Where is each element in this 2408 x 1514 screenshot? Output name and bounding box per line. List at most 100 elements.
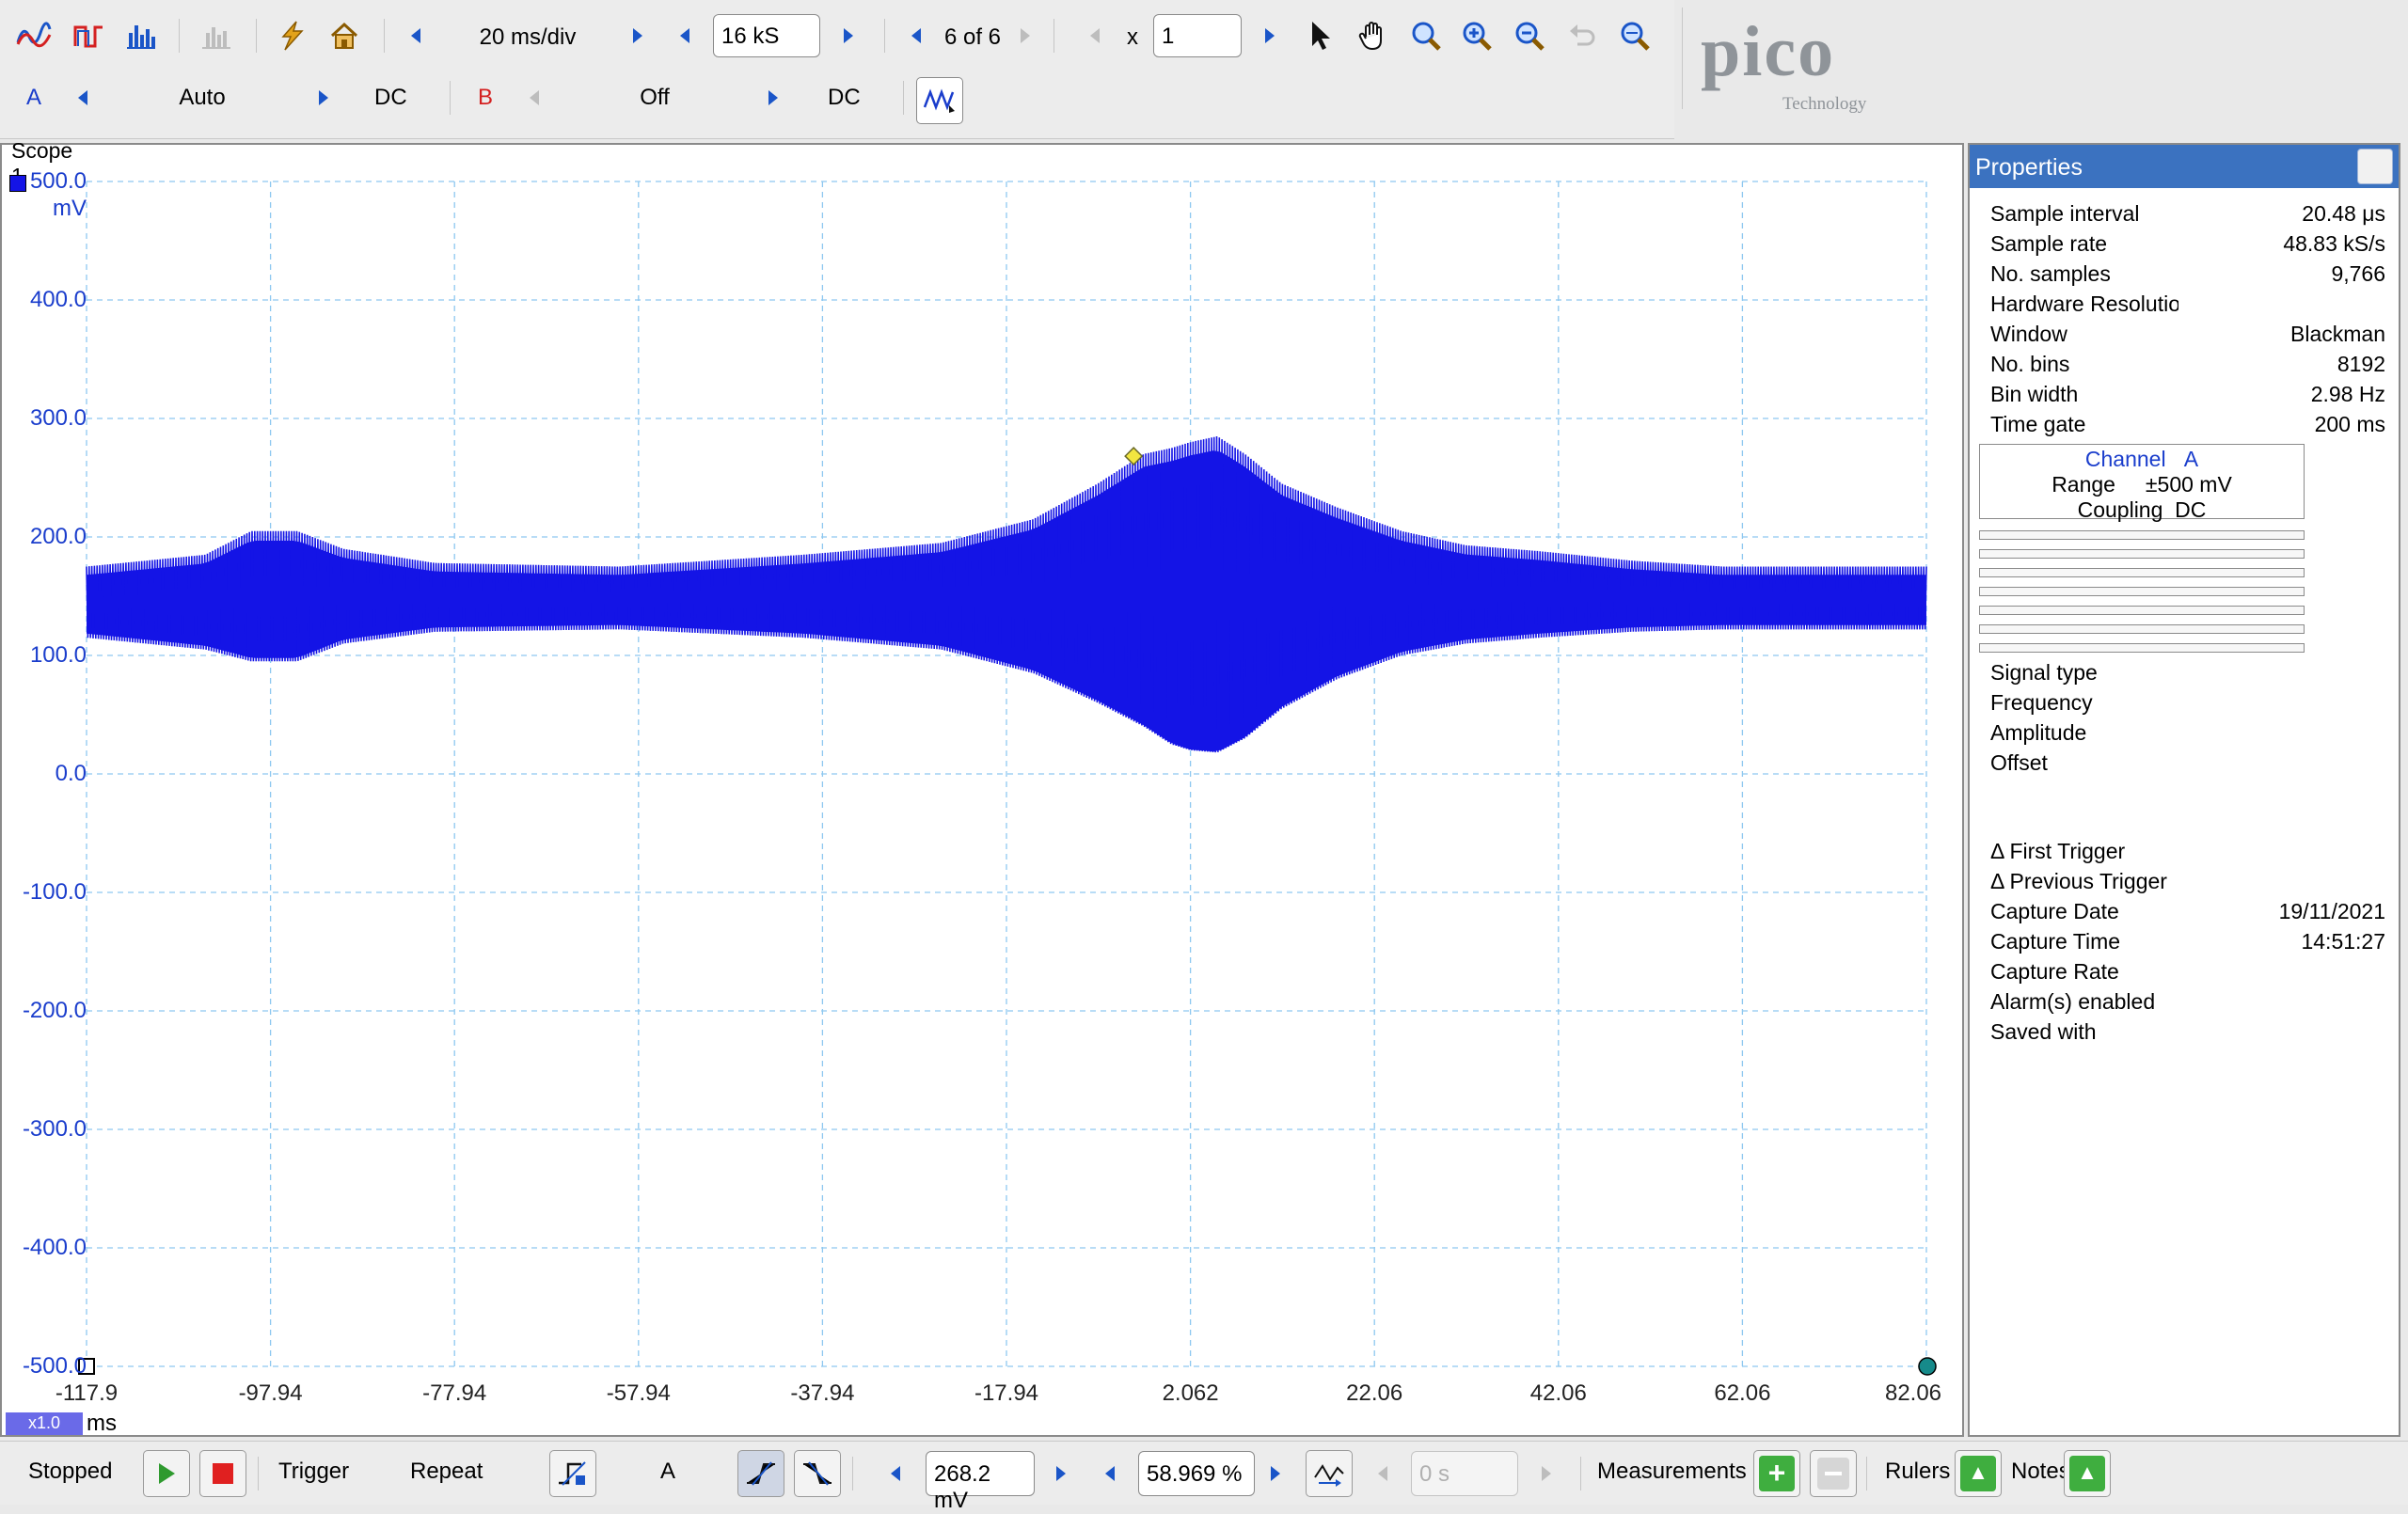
channel-a-range[interactable]: Auto [179,85,226,110]
run-button[interactable] [143,1450,190,1497]
zoom-next-button[interactable] [1249,15,1291,56]
empty-property-slot [1979,587,2305,596]
zoom-select-icon[interactable] [1405,15,1447,56]
samples-increase-button[interactable] [828,15,869,56]
property-key: Time gate [1990,412,2086,436]
capture-info-key: Saved with [1990,1019,2097,1044]
toolbar-separator [256,19,257,53]
zoom-to-fit-icon[interactable] [1614,15,1656,56]
properties-close-button[interactable] [2357,149,2393,184]
properties-title: Properties [1970,145,2399,188]
falling-edge-button[interactable] [794,1450,841,1497]
capture-info-key: Capture Time [1990,929,2121,954]
channel-a-range-increase[interactable] [303,77,344,118]
statusbar-separator [1866,1457,1867,1490]
x-scale-badge[interactable]: x1.0 [6,1412,83,1435]
y-tick-label: 300.0 [29,405,87,431]
statusbar-separator [1580,1457,1581,1490]
property-key: Bin width [1990,382,2079,406]
auto-setup-icon[interactable] [271,15,312,56]
notes-toggle-button[interactable]: ▲ [2064,1450,2111,1497]
capture-next-button [1005,15,1046,56]
rulers-toggle-button[interactable]: ▲ [1955,1450,2002,1497]
rulers-label: Rulers [1885,1459,1951,1484]
capture-counter: 6 of 6 [943,24,1002,50]
acquisition-state: Stopped [28,1459,113,1484]
channel-box-coupling: DC [2175,497,2207,522]
trigger-channel-select[interactable]: A [660,1459,676,1484]
scope-view[interactable] [0,143,1964,1437]
capture-info-row: Saved with [1990,1019,2385,1049]
signal-generator-button[interactable] [916,77,963,124]
timebase-decrease-button[interactable] [395,15,436,56]
waveform-line [86,435,1927,753]
measurements-label: Measurements [1597,1459,1747,1484]
channel-a-label[interactable]: A [26,85,42,110]
delay-increase-button [1526,1453,1567,1494]
time-axis-end-marker [1918,1357,1937,1376]
threshold-increase-button[interactable] [1040,1453,1082,1494]
y-tick-label: -100.0 [22,879,87,905]
property-value: 8192 [2337,352,2385,376]
x-tick-label: 62.06 [1714,1380,1771,1406]
trigger-mode-select[interactable]: Repeat [410,1459,483,1484]
pointer-tool-icon[interactable] [1300,15,1341,56]
toolbar-separator [884,19,885,53]
timebase-increase-button[interactable] [617,15,658,56]
stop-icon [213,1463,233,1484]
trigger-delay-icon [1314,1464,1344,1487]
property-row: No. bins 8192 [1990,352,2385,382]
property-value: 9,766 [2331,261,2385,286]
channel-a-range-decrease[interactable] [62,77,103,118]
channel-a-coupling[interactable]: DC [374,85,407,110]
trigger-threshold-input[interactable]: 268.2 mV [926,1451,1035,1513]
scope-mode-icon[interactable] [13,15,55,56]
channel-b-label[interactable]: B [478,85,494,110]
y-tick-label: 100.0 [29,642,87,668]
channel-box-range: ±500 mV [2145,472,2232,497]
empty-property-slot [1979,606,2305,615]
channel-b-range[interactable]: Off [640,85,670,110]
status-bar: Stopped Trigger Repeat A 268.2 mV 58.969… [0,1441,2408,1513]
samples-input[interactable]: 16 kS [713,14,820,57]
logo-separator [1682,8,1683,109]
post-trigger-delay-button[interactable] [1306,1450,1353,1497]
add-measurement-button[interactable]: + [1753,1450,1800,1497]
channel-b-range-increase[interactable] [752,77,794,118]
x-tick-label: -17.94 [974,1380,1039,1406]
zoom-factor-input[interactable]: 1 [1153,14,1242,57]
zoom-in-icon[interactable] [1456,15,1497,56]
property-value: 200 ms [2314,412,2385,436]
capture-info-key: Capture Rate [1990,959,2119,984]
zoom-out-icon[interactable] [1509,15,1550,56]
toolbar-separator [450,81,451,115]
advanced-trigger-button[interactable] [549,1450,596,1497]
hand-tool-icon[interactable] [1353,15,1394,56]
x-tick-label: -37.94 [790,1380,855,1406]
advanced-trigger-icon [559,1461,586,1486]
threshold-decrease-button[interactable] [875,1453,916,1494]
channel-a-axis-marker[interactable] [9,175,26,192]
rising-edge-button[interactable] [737,1450,784,1497]
pretrigger-increase-button[interactable] [1255,1453,1296,1494]
samples-decrease-button[interactable] [664,15,705,56]
y-tick-label: -500.0 [22,1353,87,1379]
home-icon[interactable] [324,15,365,56]
y-tick-label: 500.0 [29,168,87,194]
capture-info-row: Capture Date 19/11/2021 [1990,899,2385,929]
pre-trigger-input[interactable]: 58.969 % [1138,1451,1255,1496]
channel-box-range-label: Range [2052,472,2115,497]
pretrigger-decrease-button[interactable] [1089,1453,1131,1494]
channel-b-coupling[interactable]: DC [828,85,861,110]
statusbar-separator [852,1457,853,1490]
capture-info-key: Alarm(s) enabled [1990,989,2156,1014]
stop-button[interactable] [199,1450,246,1497]
spectrum-mode-icon[interactable] [120,15,162,56]
timebase-value[interactable]: 20 ms/div [479,24,577,50]
property-value: 20.48 μs [2302,201,2385,226]
empty-property-slot [1979,624,2305,634]
property-row: Time gate 200 ms [1990,412,2385,442]
capture-prev-button[interactable] [895,15,937,56]
persistence-mode-icon[interactable] [68,15,109,56]
